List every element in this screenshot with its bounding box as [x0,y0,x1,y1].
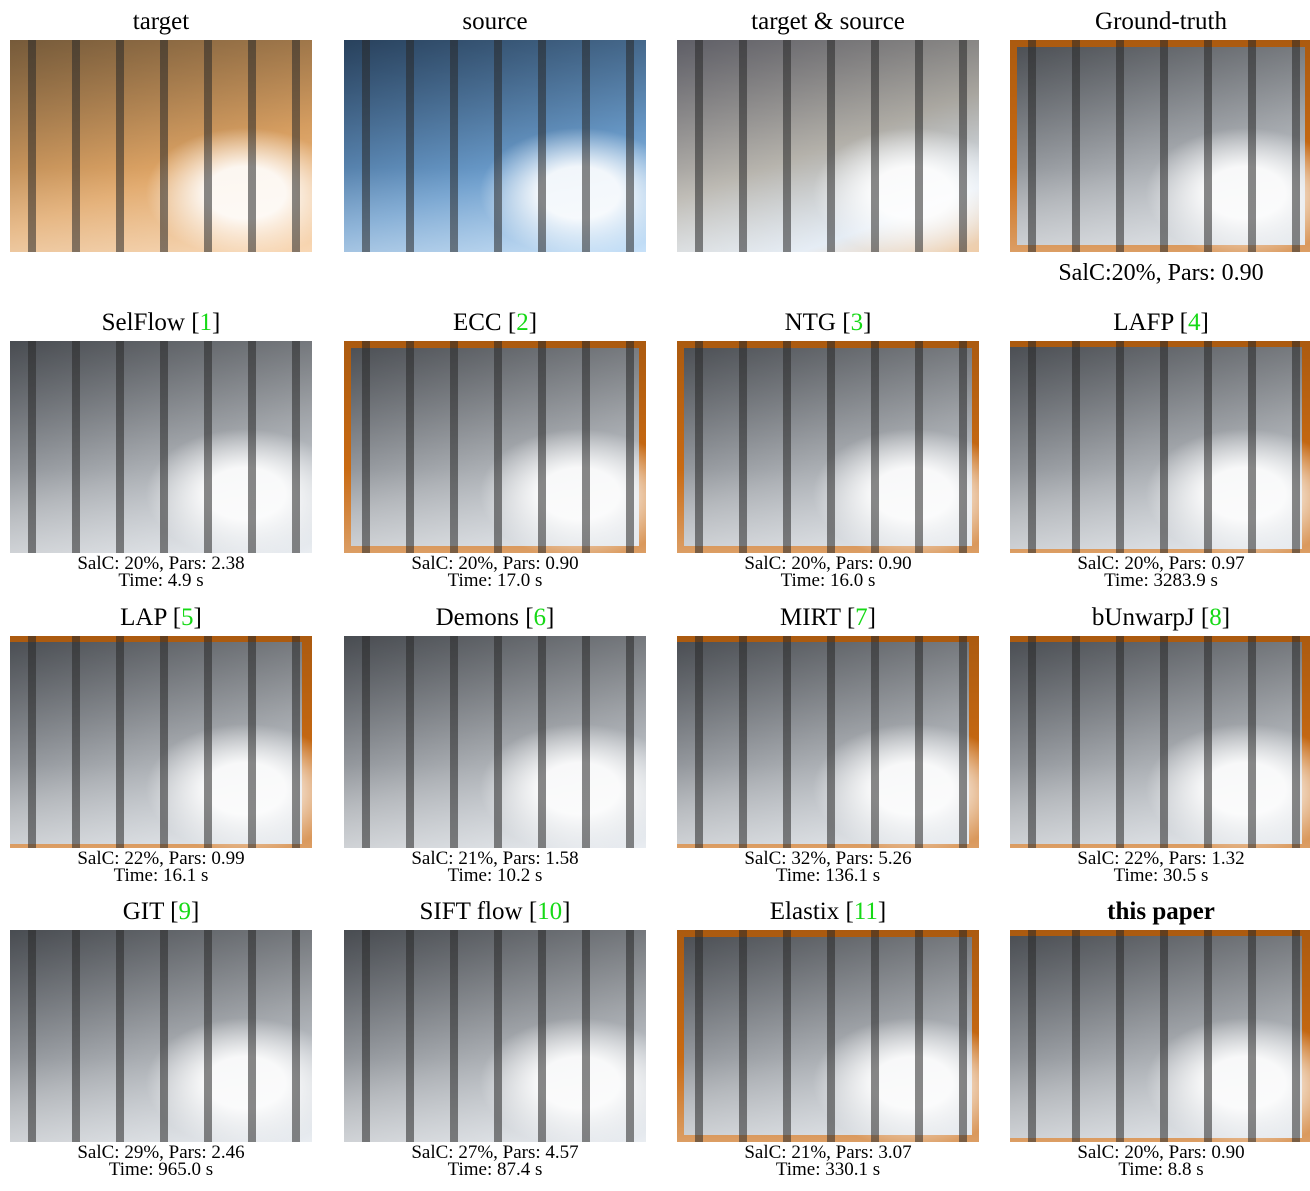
panel-title: source [344,7,646,37]
bracket: ] [194,604,202,631]
bracket: ] [212,309,220,336]
method-name: source [462,8,527,35]
result-image [10,636,312,848]
caption-line: Time: 136.1 s [677,867,979,884]
panel-title: ECC [2] [344,308,646,338]
citation[interactable]: 9 [178,898,191,925]
bracket: [ [525,604,533,631]
panel-title: SelFlow [1] [10,308,312,338]
citation[interactable]: 10 [537,898,562,925]
method-name: Elastix [770,898,839,925]
caption-line: Time: 10.2 s [344,867,646,884]
method-name: LAP [120,604,166,631]
method-name: Ground-truth [1095,8,1227,35]
bracket: ] [191,898,199,925]
panel-title: bUnwarpJ [8] [1010,603,1310,633]
result-image [344,341,646,553]
panel-title: SIFT flow [10] [344,897,646,927]
result-image [677,930,979,1142]
citation[interactable]: 7 [855,604,868,631]
panel-title: NTG [3] [677,308,979,338]
method-name: this paper [1107,898,1215,925]
panel-title: Elastix [11] [677,897,979,927]
caption-line: Time: 3283.9 s [1010,572,1310,589]
panel-title: LAFP [4] [1010,308,1310,338]
bracket: [ [173,604,181,631]
bracket: ] [1200,309,1208,336]
bracket: ] [529,309,537,336]
panel-title: Demons [6] [344,603,646,633]
method-name: target & source [751,8,905,35]
bracket: [ [845,898,853,925]
method-name: target [133,8,189,35]
result-image [344,636,646,848]
result-image [10,40,312,252]
caption-line: Time: 965.0 s [10,1161,312,1178]
caption-line: Time: 17.0 s [344,572,646,589]
caption-line: Time: 4.9 s [10,572,312,589]
figure: target source target & source Ground-truth S… [0,0,1310,1191]
result-image [1010,636,1310,848]
result-image [10,341,312,553]
panel-title: MIRT [7] [677,603,979,633]
citation[interactable]: 5 [181,604,194,631]
panel-title: Ground-truth [1010,7,1310,37]
bracket: [ [1180,309,1188,336]
bracket: [ [191,309,199,336]
caption-line: Time: 8.8 s [1010,1161,1310,1178]
result-image [1010,40,1310,252]
bracket: ] [878,898,886,925]
result-image [677,341,979,553]
panel-title: LAP [5] [10,603,312,633]
method-name: NTG [785,309,836,336]
bracket: ] [868,604,876,631]
citation[interactable]: 11 [854,898,878,925]
caption-line: Time: 16.1 s [10,867,312,884]
citation[interactable]: 2 [516,309,529,336]
method-name: GIT [123,898,164,925]
caption-line: Time: 16.0 s [677,572,979,589]
result-image [677,636,979,848]
citation[interactable]: 4 [1188,309,1201,336]
citation[interactable]: 8 [1209,604,1222,631]
bracket: ] [562,898,570,925]
method-name: SIFT flow [420,898,523,925]
result-image [344,40,646,252]
bracket: [ [842,309,850,336]
result-image [1010,930,1310,1142]
caption-line: SalC:20%, Pars: 0.90 [1010,259,1310,287]
bracket: [ [529,898,537,925]
method-name: ECC [453,309,502,336]
method-name: Demons [436,604,519,631]
bracket: ] [863,309,871,336]
method-name: SelFlow [102,309,185,336]
result-image [677,40,979,252]
caption-line: Time: 330.1 s [677,1161,979,1178]
bracket: [ [1201,604,1209,631]
bracket: ] [1222,604,1230,631]
method-name: MIRT [780,604,841,631]
result-image [1010,341,1310,553]
citation[interactable]: 3 [851,309,864,336]
caption-line: Time: 87.4 s [344,1161,646,1178]
bracket: [ [847,604,855,631]
citation[interactable]: 1 [200,309,213,336]
result-image [344,930,646,1142]
panel-title: target [10,7,312,37]
caption-line: Time: 30.5 s [1010,867,1310,884]
panel-title: GIT [9] [10,897,312,927]
bracket: [ [508,309,516,336]
result-image [10,930,312,1142]
panel-title: target & source [677,7,979,37]
citation[interactable]: 6 [534,604,547,631]
bracket: ] [546,604,554,631]
method-name: bUnwarpJ [1092,604,1195,631]
panel-title: this paper [1010,897,1310,927]
method-name: LAFP [1113,309,1173,336]
